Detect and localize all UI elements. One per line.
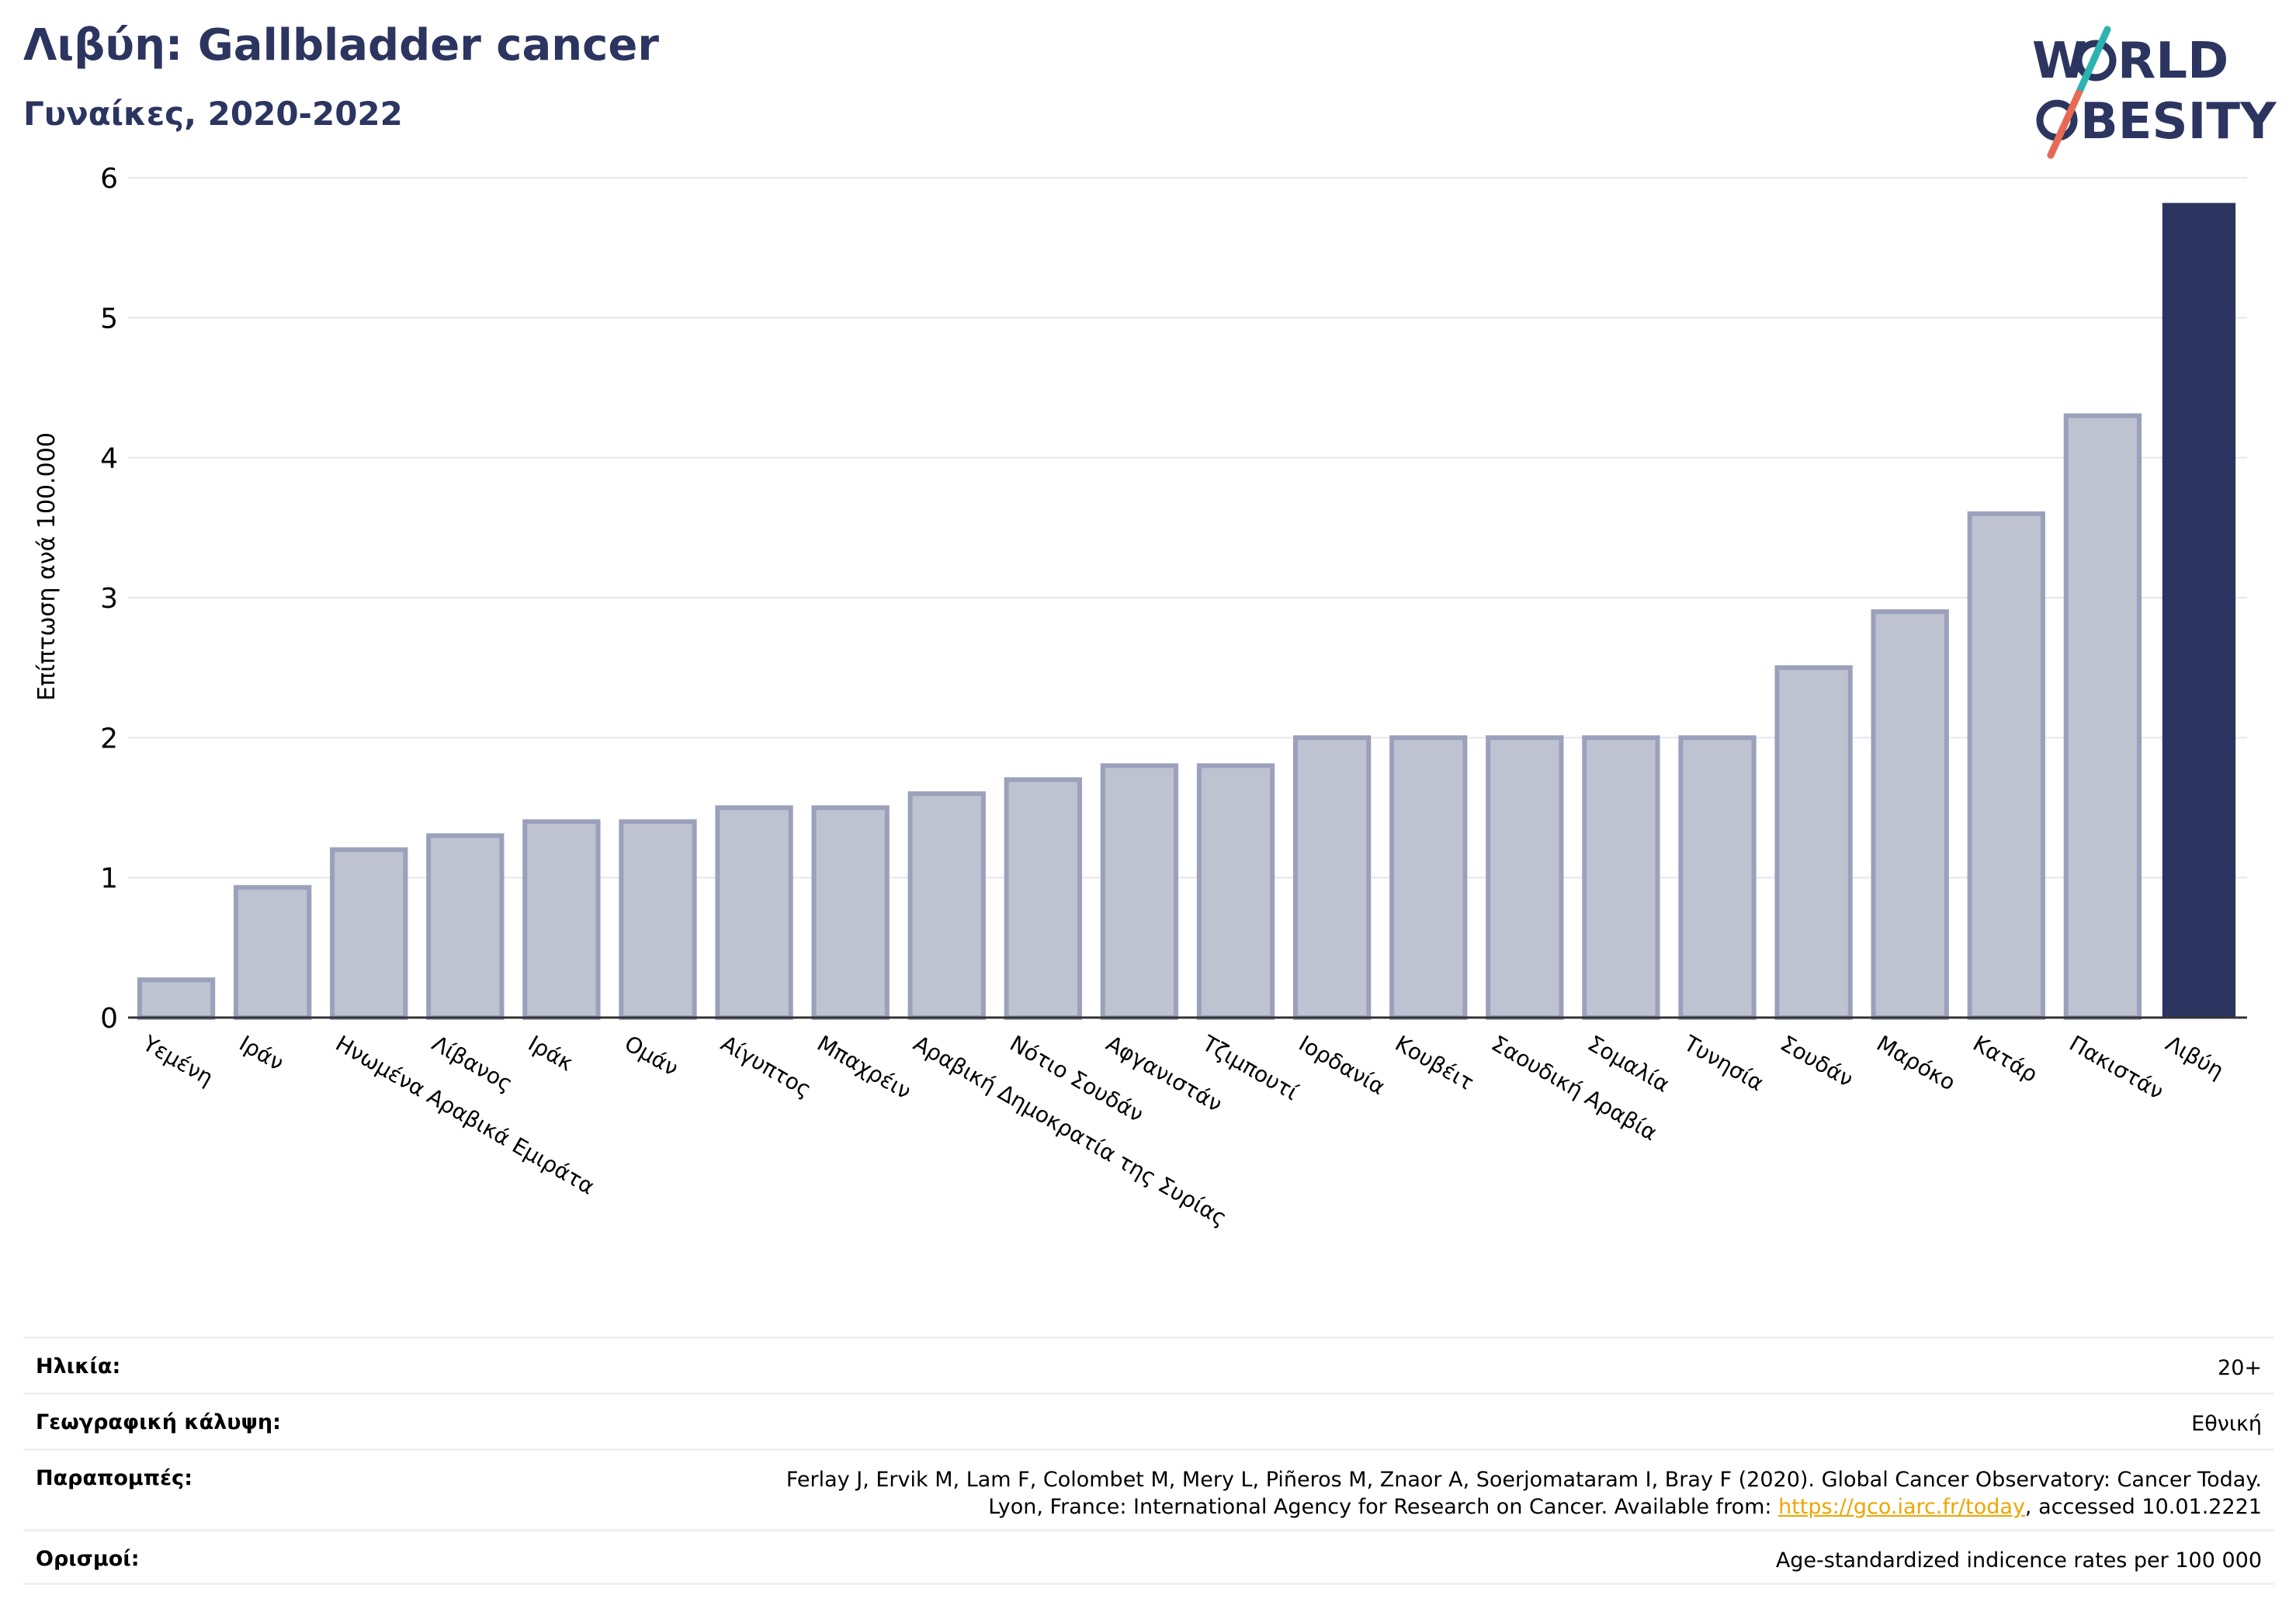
coverage-label: Γεωγραφική κάλυψη:: [36, 1410, 281, 1434]
y-axis-label: Επίπτωση ανά 100.000: [33, 432, 61, 701]
bar: [619, 819, 697, 1020]
info-table: Ηλικία: 20+ Γεωγραφική κάλυψη: Εθνική Πα…: [23, 1337, 2274, 1585]
definitions-label: Ορισμοί:: [36, 1547, 140, 1571]
bar: [1100, 763, 1179, 1021]
x-tick-label: Υεμένη: [138, 1030, 218, 1091]
bar: [2063, 413, 2142, 1020]
y-tick-label: 0: [100, 1003, 118, 1035]
bar: [522, 819, 601, 1020]
bar: [1871, 609, 1949, 1020]
y-tick-label: 4: [100, 443, 118, 475]
chart-subtitle: Γυναίκες, 2020-2022: [23, 95, 403, 133]
bar: [233, 885, 312, 1021]
coverage-value: Εθνική: [2191, 1412, 2262, 1436]
bar: [1389, 735, 1468, 1020]
y-tick-label: 6: [100, 163, 118, 195]
y-tick-labels: 0 1 2 3 4 5 6: [100, 163, 118, 1035]
x-tick-label: Πακιστάν: [2065, 1030, 2168, 1105]
bar: [1004, 777, 1083, 1021]
logo-slash-teal: [2075, 26, 2111, 97]
definitions-value: Age-standardized indicence rates per 100…: [1775, 1548, 2262, 1573]
references-value: Ferlay J, Ervik M, Lam F, Colombet M, Me…: [786, 1466, 2262, 1521]
age-value: 20+: [2218, 1356, 2262, 1380]
logo-text-world-rest: RLD: [2117, 33, 2228, 90]
info-row-references: Παραπομπές: Ferlay J, Ervik M, Lam F, Co…: [23, 1448, 2274, 1529]
references-accessed: , accessed 10.01.2221: [2024, 1495, 2262, 1519]
x-tick-label: Ιράν: [235, 1030, 289, 1076]
x-tick-label: Τυνησία: [1679, 1030, 1768, 1096]
info-row-definitions: Ορισμοί: Age-standardized indicence rate…: [23, 1529, 2274, 1585]
x-tick-label: Κουβέιτ: [1391, 1030, 1479, 1095]
bar: [1678, 735, 1757, 1020]
logo-slash-coral: [2047, 89, 2083, 159]
logo-world-o: [2075, 40, 2117, 81]
x-tick-label: Λιβύη: [2161, 1030, 2228, 1084]
bar: [330, 847, 408, 1020]
bar: [1196, 763, 1275, 1021]
bar: [907, 791, 986, 1020]
bar: [715, 805, 793, 1020]
x-tick-label: Σουδάν: [1776, 1030, 1857, 1092]
info-row-age: Ηλικία: 20+: [23, 1337, 2274, 1392]
x-tick-label: Ομάν: [620, 1030, 683, 1081]
bar: [1292, 735, 1372, 1020]
bar: [1486, 735, 1564, 1020]
bar: [2162, 203, 2236, 1018]
bar: [1582, 735, 1660, 1020]
bars: [137, 203, 2236, 1021]
references-label: Παραπομπές:: [36, 1466, 192, 1490]
x-tick-label: Μπαχρέιν: [813, 1030, 915, 1104]
x-tick-label: Ιράκ: [524, 1030, 577, 1076]
y-tick-label: 1: [100, 863, 118, 895]
x-tick-label: Μαρόκο: [1872, 1030, 1960, 1095]
x-tick-labels: Υεμένη Ιράν Ηνωμένα Αραβικά ΕμιράταΛίβανος…: [138, 1030, 2228, 1231]
references-line-1: Ferlay J, Ervik M, Lam F, Colombet M, Me…: [786, 1468, 2262, 1492]
x-tick-label: Κατάρ: [1968, 1030, 2041, 1087]
world-obesity-logo: W RLD BESITY: [2032, 26, 2277, 159]
gco-link[interactable]: https://gco.iarc.fr/today: [1778, 1495, 2025, 1519]
y-tick-label: 5: [100, 303, 118, 335]
age-label: Ηλικία:: [36, 1354, 121, 1379]
x-tick-label: Αίγυπτος: [716, 1030, 816, 1102]
x-tick-label: Ιορδανία: [1295, 1030, 1389, 1100]
bar: [1774, 665, 1853, 1021]
bar: [811, 805, 890, 1020]
logo-text-obesity: BESITY: [2080, 93, 2277, 151]
x-tick-label: Σαουδική Αραβία: [1487, 1030, 1662, 1146]
info-row-coverage: Γεωγραφική κάλυψη: Εθνική: [23, 1392, 2274, 1448]
y-tick-label: 3: [100, 583, 118, 615]
bar: [137, 977, 216, 1021]
references-line-2: Lyon, France: International Agency for R…: [988, 1495, 1779, 1519]
chart-title: Λιβύη: Gallbladder cancer: [23, 20, 659, 71]
bar: [426, 833, 505, 1020]
bar: [1967, 511, 2045, 1020]
y-tick-label: 2: [100, 723, 118, 754]
